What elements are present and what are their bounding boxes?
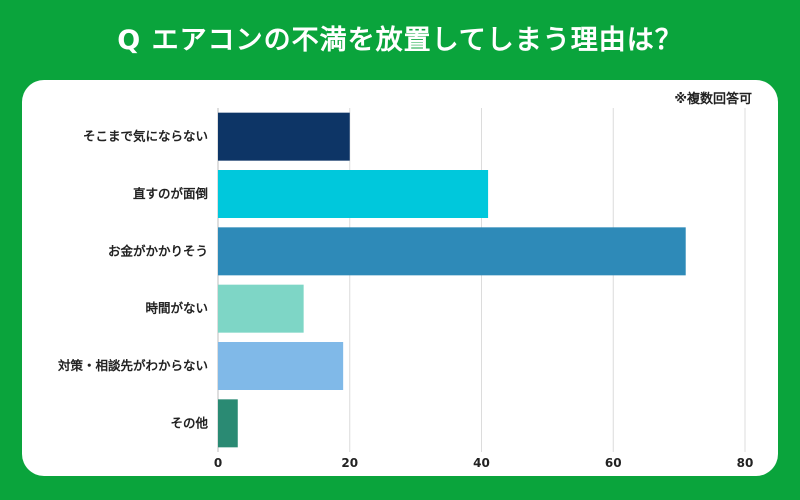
bar-1: [218, 170, 489, 218]
category-label-2: お金がかかりそう: [108, 243, 208, 258]
bar-3: [218, 284, 304, 333]
x-tick-label-0: 0: [214, 456, 222, 470]
x-tick-label-40: 40: [473, 456, 490, 470]
category-label-4: 対策・相談先がわからない: [57, 358, 208, 373]
bar-2: [218, 227, 686, 276]
category-label-5: その他: [170, 415, 208, 430]
chart-title: Q エアコンの不満を放置してしまう理由は？: [117, 25, 683, 56]
category-label-3: 時間がない: [145, 301, 208, 316]
x-tick-label-80: 80: [737, 456, 754, 470]
chart-card: ※複数回答可: [22, 80, 778, 476]
bar-4: [218, 342, 344, 390]
category-label-1: 直すのが面倒: [133, 186, 208, 201]
x-tick-label-60: 60: [605, 456, 622, 470]
bar-5: [218, 399, 238, 448]
multiple-answers-note: ※複数回答可: [674, 92, 752, 107]
bar-0: [218, 112, 350, 161]
category-label-0: そこまで気にならない: [83, 129, 208, 144]
x-tick-label-20: 20: [341, 456, 358, 470]
